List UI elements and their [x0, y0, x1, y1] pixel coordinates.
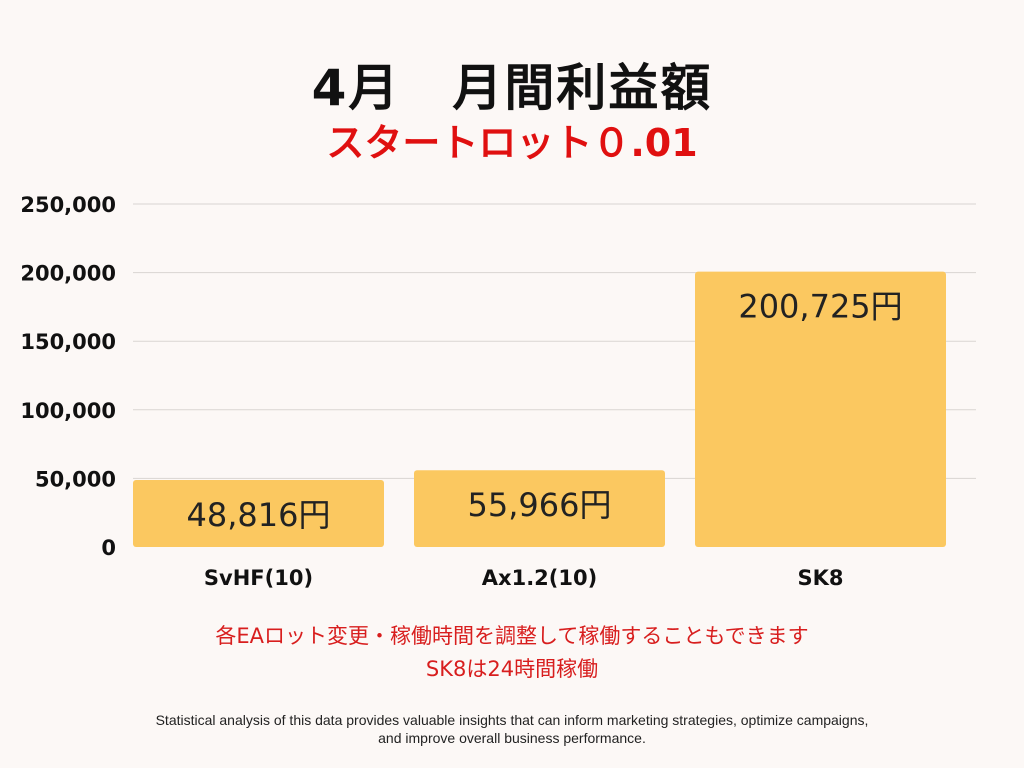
y-tick-label: 50,000 [35, 467, 116, 491]
note-line-2: SK8は24時間稼働 [425, 657, 599, 681]
y-tick-label: 200,000 [20, 262, 116, 286]
y-tick-label: 150,000 [20, 330, 116, 354]
bar-data-label: 200,725円 [738, 288, 902, 326]
bar-data-label: 48,816円 [187, 496, 331, 534]
bar-data-label: 55,966円 [468, 486, 612, 524]
footer-line-2: and improve overall business performance… [378, 730, 646, 746]
chart-subtitle: スタートロット０.01 [326, 121, 698, 165]
chart-title: 4月 月間利益額 [311, 59, 713, 117]
bar [695, 271, 946, 547]
x-category-label: SK8 [797, 566, 843, 590]
bar [414, 470, 665, 547]
x-category-label: SvHF(10) [204, 566, 313, 590]
footer-line-1: Statistical analysis of this data provid… [155, 712, 869, 728]
bar-chart: 0 50,000 100,000 150,000 200,000 250,000 48,81… [20, 193, 976, 590]
y-tick-label: 250,000 [20, 193, 116, 217]
bar [133, 480, 384, 547]
note-line-1: 各EAロット変更・稼働時間を調整して稼働することもできます [215, 624, 809, 648]
footer-text: Statistical analysis of this data provid… [60, 711, 964, 747]
x-category-label: Ax1.2(10) [482, 566, 597, 590]
y-tick-label: 0 [101, 536, 116, 560]
y-tick-label: 100,000 [20, 399, 116, 423]
